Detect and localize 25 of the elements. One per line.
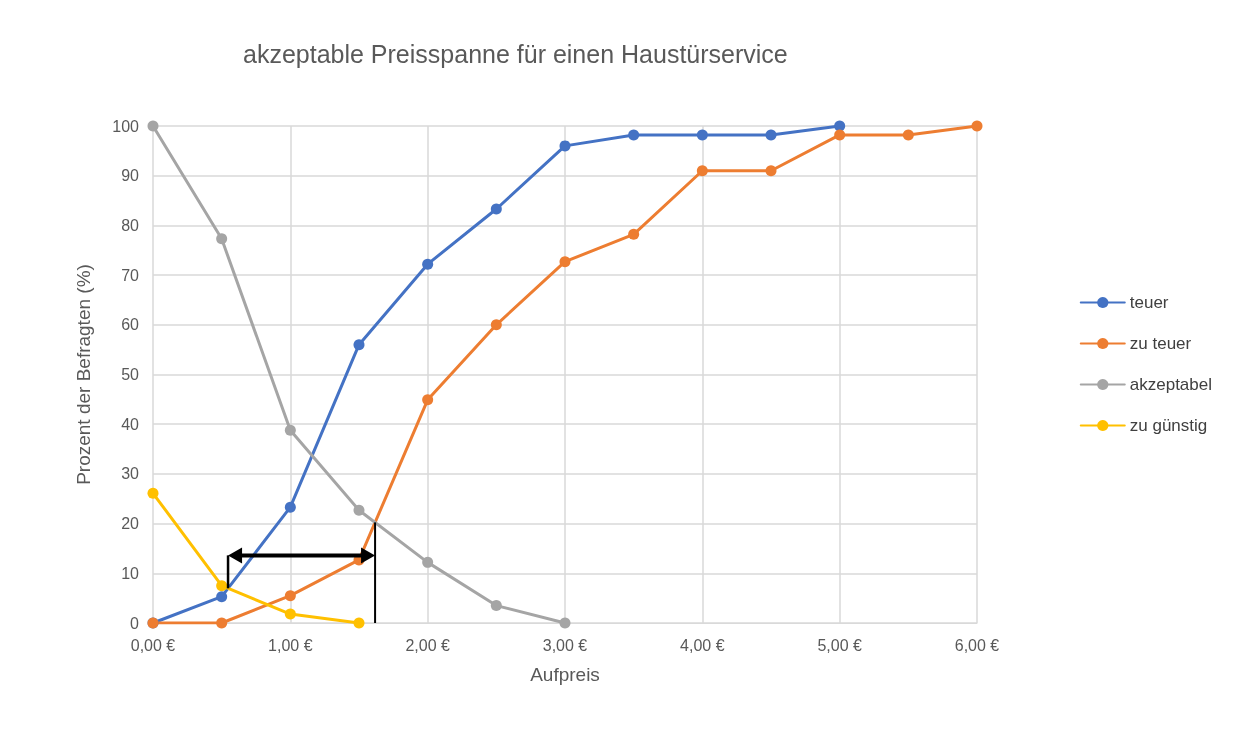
legend-label: teuer [1129,293,1169,312]
y-tick-label: 90 [121,167,140,185]
x-tick-label: 5,00 € [817,636,863,654]
y-axis-title: Prozent der Befragten (%) [73,264,94,485]
y-tick-label: 10 [121,564,140,582]
x-tick-label: 0,00 € [130,636,176,654]
y-tick-label: 80 [121,216,140,234]
x-tick-label: 1,00 € [268,636,313,654]
y-tick-label: 50 [121,366,140,383]
y-tick-label: 60 [121,316,140,334]
chart-title: akzeptable Preisspanne für einen Haustürservice [243,39,788,68]
x-tick-label: 2,00 € [405,636,451,654]
y-tick-label: 0 [130,614,140,632]
y-tick-label: 100 [112,117,140,135]
x-tick-label: 4,00 € [680,636,725,654]
y-tick-label: 70 [121,266,140,284]
legend-label: akzeptabel [1129,375,1213,394]
x-tick-label: 3,00 € [542,636,588,654]
x-axis-title: Aufpreis [530,664,600,685]
legend-label: zu teuer [1129,334,1192,353]
y-tick-label: 20 [121,515,140,533]
y-tick-label: 30 [121,465,140,483]
legend-label: zu günstig [1129,416,1208,435]
x-tick-label: 6,00 € [954,636,1000,654]
y-tick-label: 40 [121,415,140,433]
